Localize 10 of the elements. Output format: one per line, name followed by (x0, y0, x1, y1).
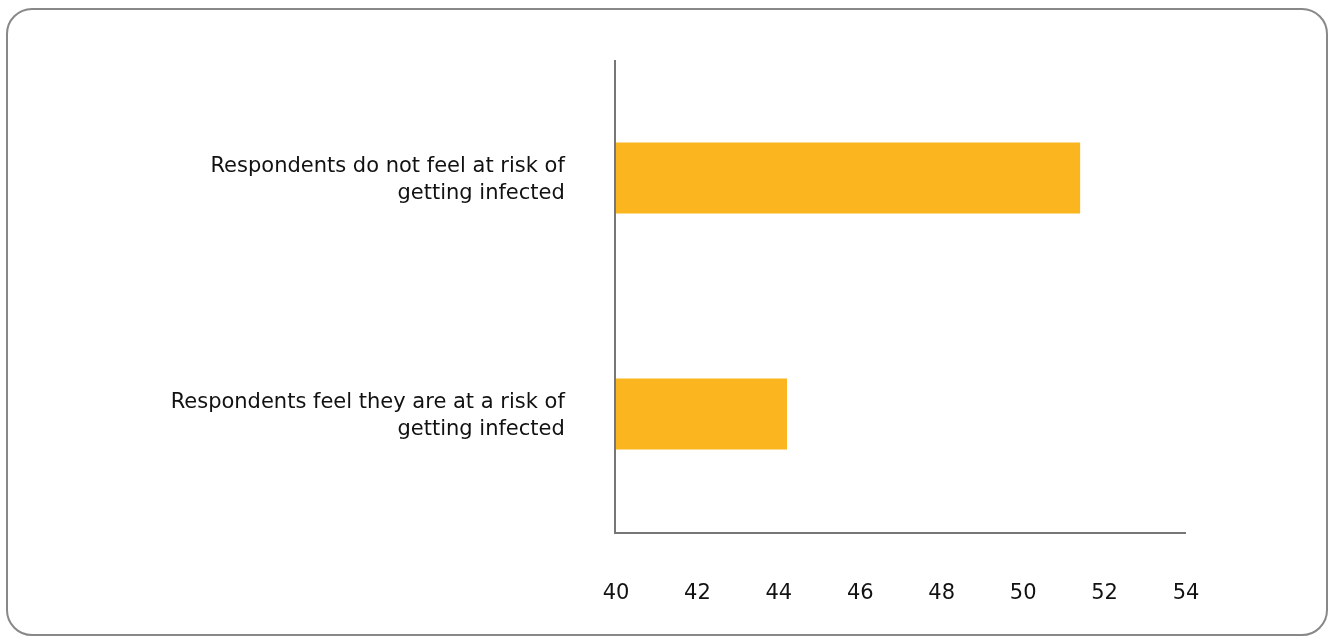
x-tick-label: 42 (684, 580, 711, 605)
x-tick-label: 50 (1009, 580, 1037, 605)
x-tick-label: 40 (602, 580, 630, 605)
x-tick-label: 44 (765, 580, 793, 605)
x-tick-label: 46 (846, 580, 874, 605)
x-tick-label: 52 (1091, 580, 1118, 605)
x-tick-label: 54 (1172, 580, 1200, 605)
y-tick-label: Respondents do not feel at risk of getting infected (210, 152, 566, 204)
x-tick-label: 48 (928, 580, 956, 605)
y-tick-label: Respondents feel they are at a risk of getting infected (170, 388, 566, 440)
